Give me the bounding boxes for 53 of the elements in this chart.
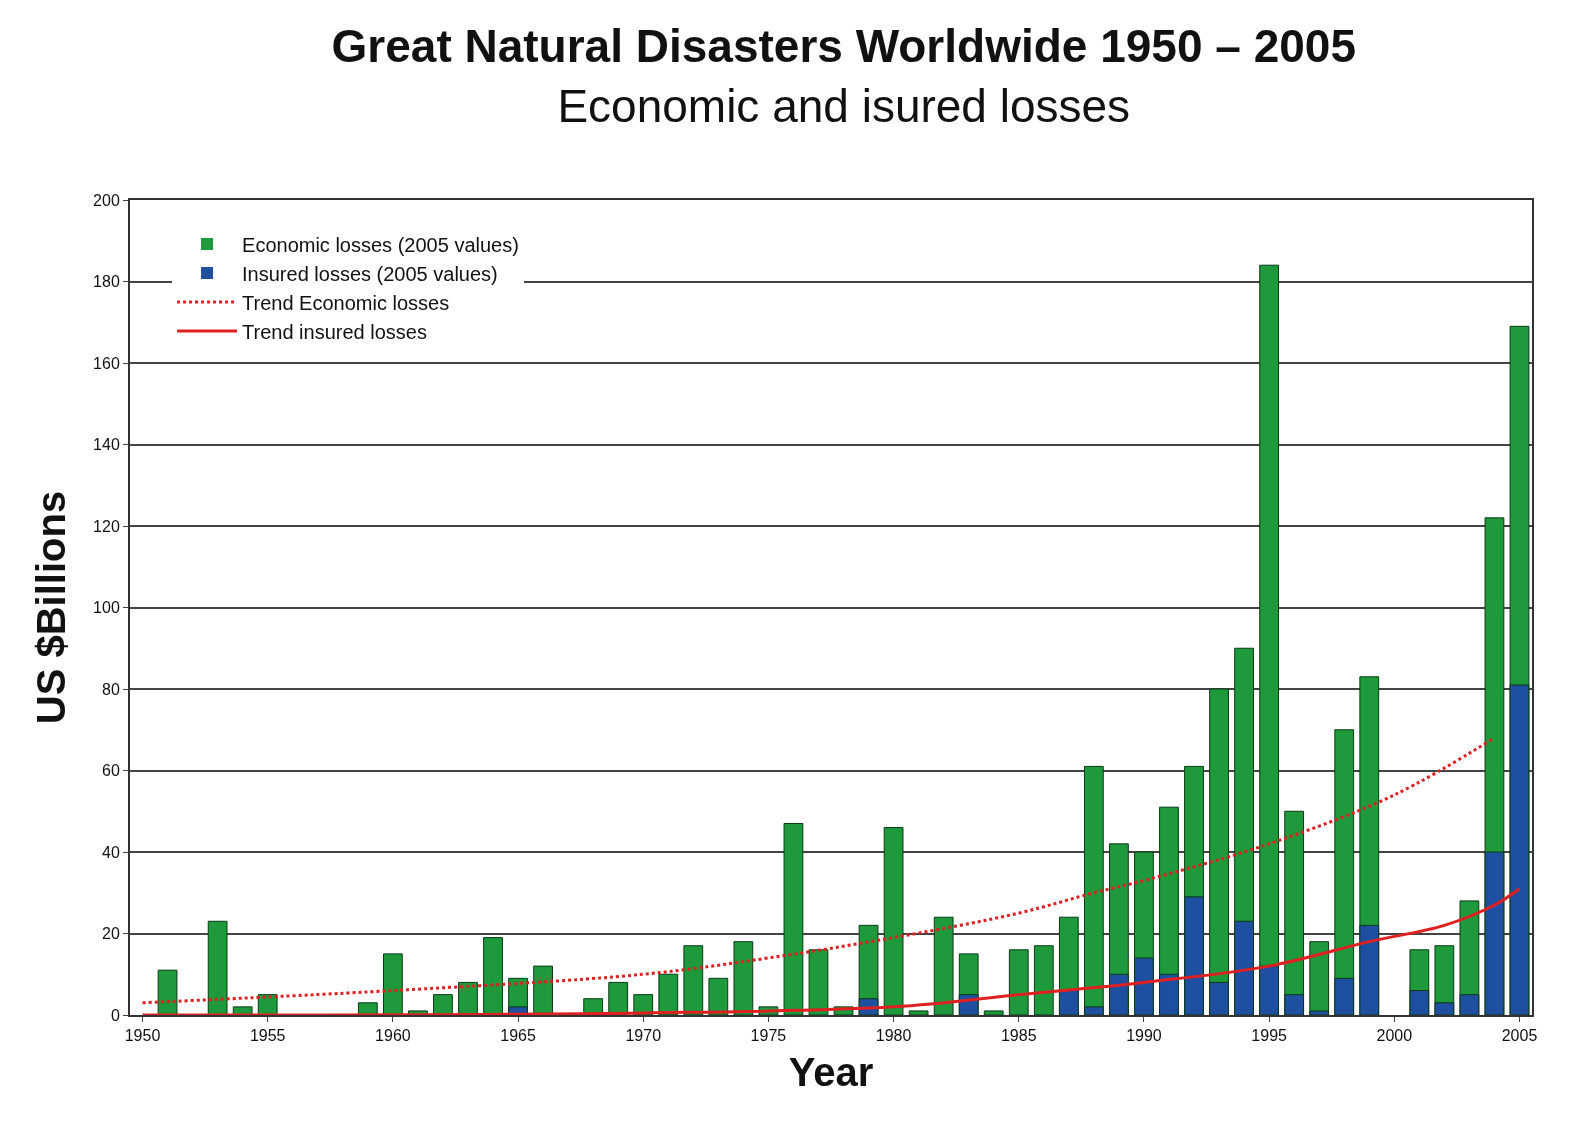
line-series (141, 736, 1496, 1005)
chart-subtitle: Economic and isured losses (557, 79, 1131, 132)
y-axis-title: US $Billions (29, 490, 74, 725)
bar (382, 953, 403, 1015)
chart-title: Great Natural Disasters Worldwide 1950 – 2005 (331, 19, 1356, 72)
x-tick-label: 1955 (249, 1027, 286, 1045)
bar (933, 916, 954, 1015)
legend-label: Trend insured losses (242, 320, 427, 343)
x-tick-label: 1975 (750, 1027, 787, 1045)
y-tick-label: 200 (93, 191, 120, 209)
y-tick-label: 40 (102, 843, 120, 861)
bar (908, 1010, 929, 1015)
legend-label: Trend Economic losses (242, 291, 450, 314)
line-series (141, 887, 1521, 1015)
bar (1058, 990, 1079, 1015)
y-tick-label: 80 (102, 680, 120, 698)
x-tick-label: 1995 (1251, 1027, 1288, 1045)
bar (207, 920, 228, 1015)
x-tick-label: 1985 (1000, 1027, 1037, 1045)
x-tick-label: 1960 (375, 1027, 411, 1045)
bar (1008, 949, 1029, 1015)
bar (783, 822, 804, 1015)
x-tick-label: 1990 (1126, 1027, 1162, 1045)
x-tick-label: 1980 (875, 1027, 912, 1045)
legend-label: Insured losses (2005 values) (242, 262, 498, 285)
bar (808, 949, 829, 1015)
y-tick-label: 100 (93, 599, 120, 617)
bar (433, 994, 453, 1015)
bar (733, 941, 754, 1015)
x-tick-label: 2000 (1376, 1027, 1413, 1045)
y-tick-label: 60 (102, 762, 120, 780)
bar (883, 827, 904, 1015)
x-tick-label: 2005 (1501, 1027, 1538, 1045)
bar (608, 981, 629, 1015)
y-tick-label: 0 (110, 1006, 120, 1024)
y-tick-label: 20 (102, 925, 120, 943)
y-tick-label: 180 (93, 273, 120, 291)
legend-label: Economic losses (2005 values) (242, 233, 519, 256)
x-tick-label: 1950 (124, 1027, 161, 1045)
y-tick-label: 160 (93, 354, 120, 372)
x-tick-label: 1970 (625, 1027, 662, 1045)
bar (483, 937, 503, 1015)
bar (708, 977, 729, 1015)
bar (533, 965, 553, 1015)
bar (1033, 945, 1054, 1015)
x-tick-label: 1965 (500, 1027, 536, 1045)
x-axis-title: Year (788, 1050, 874, 1095)
bar (983, 1010, 1004, 1015)
bar (683, 945, 704, 1015)
bar (157, 969, 178, 1015)
y-tick-label: 120 (93, 517, 120, 535)
y-tick-label: 140 (93, 436, 120, 454)
bar (658, 973, 679, 1015)
